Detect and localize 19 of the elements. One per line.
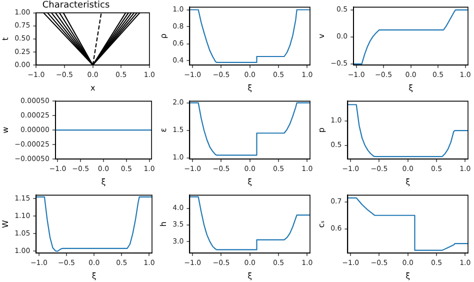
y-axis-title: W bbox=[0, 220, 10, 228]
x-axis-title: ξ bbox=[406, 271, 410, 280]
y-axis-title: p bbox=[316, 128, 326, 133]
y-axis-title: w bbox=[0, 126, 10, 134]
y-axis-title: t bbox=[0, 37, 10, 40]
y-axis-title: ρ bbox=[158, 34, 168, 39]
y-axis-title: cₛ bbox=[316, 220, 326, 228]
y-axis-title: h bbox=[158, 222, 168, 227]
x-axis-title: ξ bbox=[101, 177, 106, 186]
x-axis-title: ξ bbox=[406, 177, 410, 186]
x-axis-title: ξ bbox=[92, 271, 96, 280]
y-axis-title: v bbox=[316, 33, 326, 38]
x-axis-title: ξ bbox=[248, 271, 252, 280]
x-axis-title: ξ bbox=[248, 83, 252, 92]
y-axis-title: ε bbox=[158, 128, 168, 132]
x-axis-title: ξ bbox=[248, 177, 252, 186]
x-axis-title: x bbox=[90, 83, 96, 92]
x-axis-title: ξ bbox=[408, 83, 414, 92]
chart-title: Characteristics bbox=[42, 0, 110, 11]
